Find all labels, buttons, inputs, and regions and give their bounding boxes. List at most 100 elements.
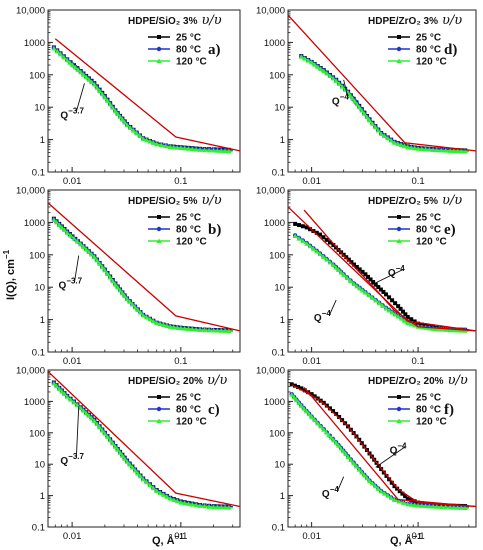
data-point <box>157 490 163 495</box>
panel-b: 0.1 1 10 100 1000 10,000 0.01 0.1 Q−3.7 HDPE/SiO₂… <box>16 186 241 367</box>
data-point <box>137 133 143 139</box>
data-point <box>99 91 105 97</box>
data-point <box>89 79 95 85</box>
y-tick-label: 10 <box>274 460 285 471</box>
data-point <box>400 491 405 496</box>
data-point <box>91 81 97 87</box>
x-tick-label: 0.01 <box>302 176 321 187</box>
data-point <box>390 298 395 303</box>
data-point <box>298 54 304 59</box>
annotation-leader <box>337 476 345 491</box>
data-point <box>402 318 408 323</box>
fit-line-e-1 <box>287 206 477 332</box>
data-point <box>150 318 156 324</box>
data-point <box>419 503 425 508</box>
data-point <box>398 316 404 321</box>
panel-unit-c: 𝜐/𝜐 <box>207 373 227 388</box>
data-point <box>430 147 436 152</box>
data-point <box>157 321 163 327</box>
y-axis-label: I(Q), cm−1 <box>2 249 17 300</box>
data-point <box>193 146 199 152</box>
data-point <box>383 305 389 311</box>
data-point <box>387 477 392 482</box>
data-point <box>171 144 177 150</box>
data-point <box>371 280 376 285</box>
data-point <box>416 321 421 326</box>
annotation-base: Q <box>60 456 68 467</box>
panel-title-e: HDPE/ZrO₂ 5% <box>368 196 438 207</box>
data-point <box>94 257 100 263</box>
power-law-annotation-d-0: Q−4 <box>332 93 349 108</box>
data-point <box>202 327 208 333</box>
data-point <box>373 282 378 287</box>
data-point <box>376 300 382 306</box>
data-point <box>68 233 74 238</box>
data-point <box>408 145 414 150</box>
data-point <box>350 95 356 101</box>
data-point <box>395 313 401 319</box>
legend-label: 80 °C <box>176 225 201 236</box>
data-point <box>206 504 212 509</box>
data-point <box>51 380 57 386</box>
data-point <box>401 143 407 149</box>
data-point <box>305 57 311 63</box>
data-point <box>64 57 70 63</box>
data-point <box>327 406 332 411</box>
x-tick-label: 0.1 <box>174 531 187 542</box>
legend-swatch-marker <box>396 406 402 412</box>
series-b-2 <box>51 217 233 334</box>
data-point <box>438 504 444 510</box>
data-point <box>344 275 350 280</box>
data-point <box>426 147 432 152</box>
data-point <box>397 489 402 494</box>
data-point <box>443 504 449 510</box>
data-point <box>392 484 397 489</box>
data-point <box>317 251 323 257</box>
plot-frame-c <box>47 369 241 528</box>
data-point <box>61 227 67 233</box>
panel-letter-d: d) <box>444 42 457 58</box>
data-point <box>64 394 70 399</box>
legend-swatch-marker <box>396 58 402 63</box>
data-point <box>51 45 57 51</box>
data-point <box>373 297 379 303</box>
data-point <box>348 457 354 463</box>
data-point <box>343 451 349 457</box>
data-point <box>137 473 143 479</box>
data-point <box>119 116 125 122</box>
y-tick-label: 100 <box>29 70 45 81</box>
legend-label: 80 °C <box>416 225 441 236</box>
data-point <box>378 287 383 292</box>
power-law-annotation-a-0: Q−3.7 <box>60 106 84 121</box>
data-point <box>189 146 195 152</box>
series-f-1 <box>289 391 469 510</box>
data-point <box>423 503 429 509</box>
data-point <box>72 64 78 70</box>
power-law-annotation-e-1: Q−4 <box>314 309 331 324</box>
data-point <box>337 415 342 420</box>
data-point <box>119 453 125 458</box>
data-point <box>226 148 232 154</box>
power-law-annotation-c-0: Q−3.7 <box>60 452 84 467</box>
data-point <box>408 321 414 327</box>
data-point <box>352 98 358 104</box>
data-point <box>354 283 360 289</box>
annotation-leader <box>75 406 80 458</box>
data-point <box>54 219 60 225</box>
data-point <box>167 496 173 501</box>
annotation-base: Q <box>314 313 322 324</box>
data-point <box>333 78 339 83</box>
data-point <box>64 230 70 235</box>
x-tick-label: 0.1 <box>411 176 424 187</box>
panel-c: 0.1 1 10 100 1000 10,000 0.01 0.1 Q−3.7 HDPE/SiO₂… <box>16 366 241 542</box>
data-point <box>189 501 195 507</box>
legend-swatch-marker <box>397 395 401 399</box>
y-tick-label: 1 <box>280 135 285 146</box>
data-point <box>455 505 461 510</box>
data-point <box>129 464 135 470</box>
data-point <box>426 503 432 509</box>
y-tick-label: 10,000 <box>256 366 285 377</box>
data-point <box>330 262 336 268</box>
